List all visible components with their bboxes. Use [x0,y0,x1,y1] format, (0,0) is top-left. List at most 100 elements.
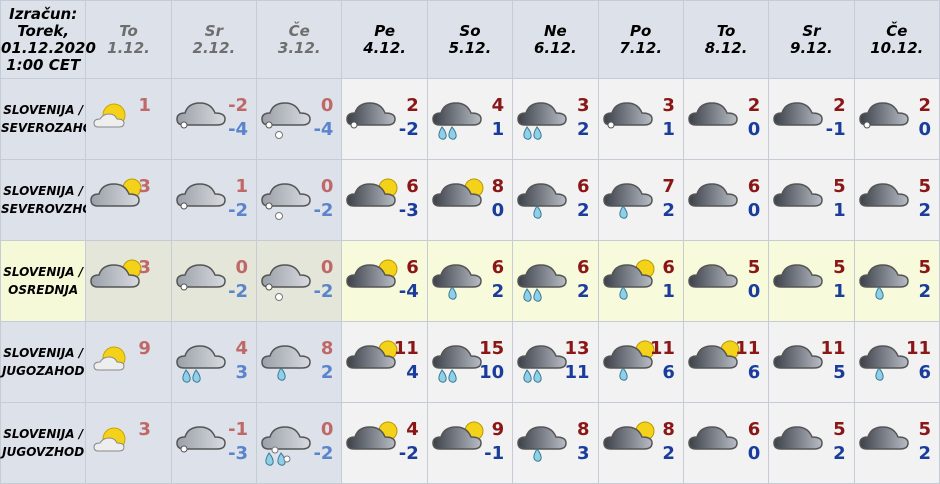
max-temp: 0 [235,257,249,278]
min-temp: 2 [662,200,675,221]
day-name: Sr [204,21,223,40]
region-label[interactable]: SLOVENIJA / JUGOZAHOD [0,321,87,403]
cloud-rain-icon [517,183,567,219]
min-temp: 4 [406,362,419,383]
min-temp: 1 [491,119,505,140]
max-temp: 6 [491,257,505,278]
region-row: SLOVENIJA / SEVEROVZHOD 3 1 -2 0 -2 6 -3 8 0 6 2 7 2 6 0… [0,159,940,241]
cloud-sun-icon [346,421,398,450]
cloud-icon [688,264,738,288]
day-date: 4.12. [363,38,406,57]
max-temp: 2 [747,95,761,116]
max-temp: 8 [576,419,590,440]
forecast-cell: 1 [85,78,172,160]
min-temp: -4 [398,281,419,302]
cloud-icon [858,183,909,207]
max-temp: -2 [228,95,249,116]
forecast-cell: 13 11 [512,321,599,403]
region-label[interactable]: SLOVENIJA / SEVEROVZHOD [0,159,103,241]
forecast-cell: 3 [85,402,172,484]
cloud-snow-icon [261,183,311,220]
max-temp: 3 [138,257,151,278]
region-label[interactable]: SLOVENIJA / JUGOVZHOD [0,402,87,484]
max-temp: 4 [406,419,419,440]
min-temp: 3 [576,443,590,464]
cloud-heavy-rain-icon [432,345,482,383]
cloud-snow-light-icon [346,102,397,129]
min-temp: 10 [479,362,505,383]
min-temp: 1 [662,119,675,140]
day-header: Po 7.12. [597,0,684,79]
max-temp: 6 [747,176,761,197]
forecast-cell: 1 -2 [170,159,258,241]
cloud-sun-icon [602,421,655,450]
partly-sunny-icon [93,427,126,452]
region-country: SLOVENIJA / [3,346,84,360]
max-temp: 3 [138,419,151,440]
region-country: SLOVENIJA / [3,184,84,198]
max-temp: 2 [406,95,419,116]
day-date: 9.12. [790,38,833,57]
cloud-icon [688,102,738,126]
max-temp: 8 [491,176,505,197]
region-row: SLOVENIJA / OSREDNJA 3 0 -2 0 -2 6 -4 6 2 6 2 6 1 5 0 5 1 5… [0,240,940,322]
forecast-cell: 0 -2 [170,240,258,322]
cloud-heavy-rain-icon [175,345,226,383]
max-temp: 2 [918,95,931,116]
min-temp: 0 [747,119,761,140]
cloud-icon [773,345,823,369]
max-temp: 11 [393,338,419,359]
region-name: SEVEROZAHOD [1,121,103,135]
day-date: 1.12. [107,38,150,57]
min-temp: 2 [918,281,931,302]
calc-time: 1:00 CET [6,55,81,74]
max-temp: 4 [235,338,249,359]
forecast-cell: 15 10 [426,321,514,403]
max-temp: 5 [918,176,931,197]
max-temp: 9 [491,419,505,440]
forecast-cell: -1 -3 [170,402,258,484]
day-header: Pe 4.12. [341,0,428,79]
day-date: 2.12. [192,38,236,57]
forecast-cell: 4 -2 [341,402,428,484]
cloud-sun-icon [432,421,484,450]
cloud-sun-icon [346,259,398,288]
region-label[interactable]: SLOVENIJA / OSREDNJA [0,240,87,322]
region-label[interactable]: SLOVENIJA / SEVEROZAHOD [0,78,103,160]
day-header: Če 10.12. [853,0,940,79]
day-date: 5.12. [448,38,492,57]
day-header: To 8.12. [682,0,770,79]
calculation-time: Izračun: Torek, 01.12.2020 1:00 CET [0,0,96,79]
day-name: Sr [802,21,821,40]
cloud-icon [773,102,823,126]
day-header: To 1.12. [85,0,172,79]
max-temp: 3 [576,95,590,116]
min-temp: 11 [564,362,590,383]
cloud-sun-icon [688,340,740,369]
day-name: Če [288,21,310,40]
calc-day: Torek, [17,21,70,40]
max-temp: 4 [491,95,505,116]
min-temp: 6 [747,362,761,383]
max-temp: 5 [833,257,846,278]
forecast-cell: 11 5 [768,321,855,403]
cloud-snow-light-icon [602,102,653,129]
max-temp: 8 [662,419,675,440]
header-row: Izračun: Torek, 01.12.2020 1:00 CET To 1.… [0,0,940,79]
max-temp: 3 [138,176,151,197]
forecast-cell: 11 4 [341,321,428,403]
